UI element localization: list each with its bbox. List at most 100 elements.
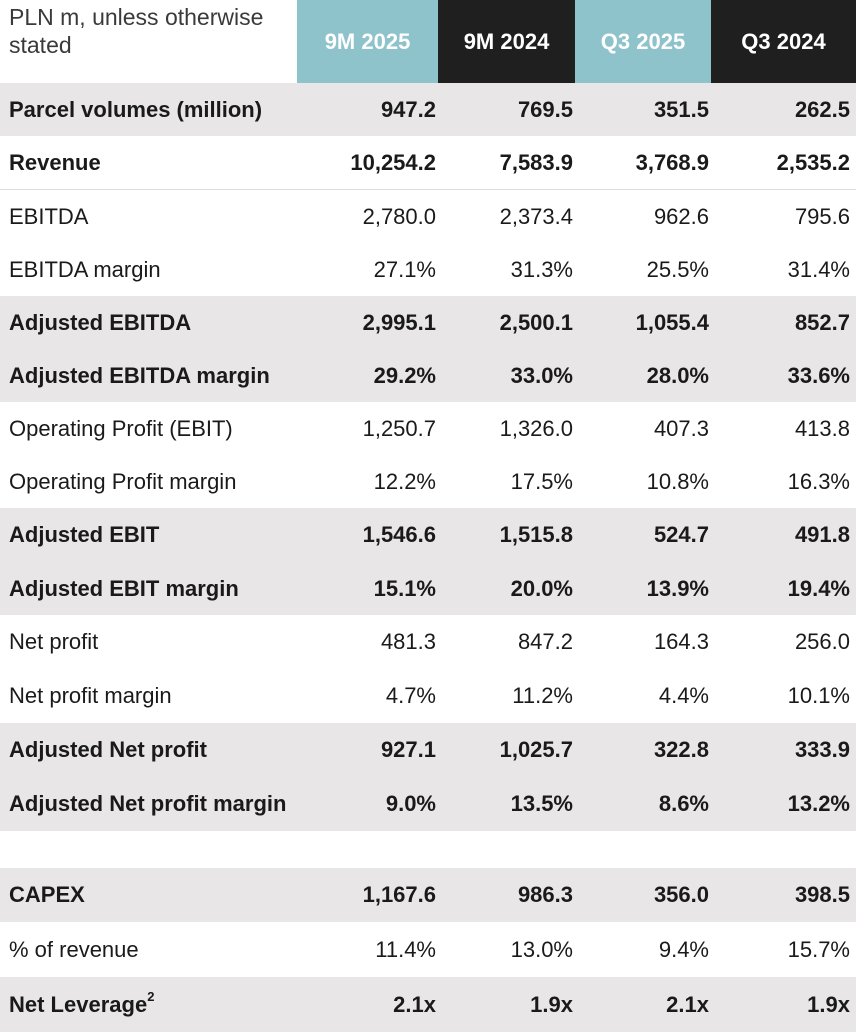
value-q3-2024: 2,535.2 (776, 149, 850, 175)
row-adjusted-net-profit: Adjusted Net profit 927.1 1,025.7 322.8 … (0, 723, 856, 777)
value-q3-2025: 4.4% (658, 683, 709, 708)
value-9m-2025: 1,167.6 (362, 882, 436, 907)
value-q3-2024: 10.1% (787, 683, 850, 708)
row-label: Adjusted Net profit (9, 737, 207, 762)
value-9m-2024: 986.3 (517, 882, 573, 907)
column-header-9m-2025: 9M 2025 (297, 0, 438, 83)
row-label: Net Leverage2 (0, 992, 297, 1018)
value-q3-2025: 1,055.4 (635, 309, 709, 335)
value-q3-2025: 13.9% (646, 575, 709, 601)
value-9m-2025: 9.0% (385, 791, 436, 816)
row-operating-profit: Operating Profit (EBIT) 1,250.7 1,326.0 … (0, 402, 856, 455)
value-9m-2024: 13.0% (510, 936, 573, 962)
value-9m-2024: 2,373.4 (499, 203, 573, 229)
value-9m-2024: 847.2 (517, 629, 573, 654)
row-label: Net profit (9, 629, 99, 654)
value-q3-2025: 322.8 (653, 737, 709, 762)
value-9m-2024: 33.0% (510, 362, 573, 388)
row-label: Net profit margin (9, 683, 172, 708)
value-9m-2025: 2,780.0 (362, 203, 436, 229)
row-label: Adjusted EBITDA margin (9, 362, 270, 388)
value-q3-2025: 407.3 (653, 415, 709, 441)
value-q3-2024: 491.8 (794, 522, 850, 547)
value-9m-2025: 1,546.6 (362, 522, 436, 547)
value-9m-2024: 13.5% (510, 791, 573, 816)
value-9m-2024: 1.9x (530, 991, 573, 1017)
value-q3-2024: 19.4% (787, 575, 850, 601)
value-9m-2025: 2.1x (393, 991, 436, 1017)
value-9m-2025: 1,250.7 (362, 415, 436, 441)
value-9m-2025: 12.2% (373, 468, 436, 494)
value-9m-2024: 11.2% (512, 683, 573, 708)
value-q3-2025: 28.0% (646, 362, 709, 388)
value-q3-2025: 356.0 (653, 882, 709, 907)
value-9m-2025: 947.2 (380, 96, 436, 122)
value-q3-2024: 1.9x (807, 991, 850, 1017)
row-adjusted-ebitda: Adjusted EBITDA 2,995.1 2,500.1 1,055.4 … (0, 296, 856, 349)
column-header-q3-2024: Q3 2024 (711, 0, 856, 83)
value-q3-2025: 2.1x (666, 991, 709, 1017)
value-q3-2025: 164.3 (653, 629, 709, 654)
value-q3-2024: 33.6% (787, 362, 850, 388)
row-divider (0, 189, 856, 190)
value-q3-2025: 10.8% (646, 468, 709, 494)
value-q3-2024: 852.7 (794, 309, 850, 335)
footnote-marker: 2 (147, 991, 155, 1005)
value-q3-2024: 795.6 (794, 203, 850, 229)
row-label-text: Net Leverage (9, 991, 148, 1017)
row-label: Adjusted Net profit margin (9, 791, 287, 816)
value-9m-2025: 4.7% (385, 683, 436, 708)
row-ebitda: EBITDA 2,780.0 2,373.4 962.6 795.6 (0, 190, 856, 243)
column-header-q3-2025: Q3 2025 (575, 0, 711, 83)
row-parcel-volumes: Parcel volumes (million) 947.2 769.5 351… (0, 83, 856, 136)
value-q3-2024: 333.9 (794, 737, 850, 762)
value-q3-2024: 256.0 (794, 629, 850, 654)
value-q3-2024: 16.3% (787, 468, 850, 494)
value-q3-2024: 13.2% (787, 791, 850, 816)
value-q3-2024: 262.5 (794, 96, 850, 122)
value-q3-2025: 351.5 (653, 96, 709, 122)
table-header: PLN m, unless otherwise stated 9M 2025 9… (0, 0, 856, 83)
value-q3-2025: 9.4% (658, 936, 709, 962)
value-9m-2025: 29.2% (373, 362, 436, 388)
value-9m-2024: 20.0% (510, 575, 573, 601)
row-label: EBITDA margin (9, 256, 161, 282)
value-q3-2025: 25.5% (646, 256, 709, 282)
value-9m-2025: 15.1% (373, 575, 436, 601)
value-9m-2024: 1,326.0 (499, 415, 573, 441)
row-revenue: Revenue 10,254.2 7,583.9 3,768.9 2,535.2 (0, 136, 856, 189)
value-9m-2024: 769.5 (517, 96, 573, 122)
row-net-profit-margin: Net profit margin 4.7% 11.2% 4.4% 10.1% (0, 669, 856, 723)
row-capex: CAPEX 1,167.6 986.3 356.0 398.5 (0, 868, 856, 922)
value-9m-2025: 11.4% (375, 936, 436, 962)
value-9m-2024: 1,515.8 (499, 522, 573, 547)
value-q3-2025: 8.6% (658, 791, 709, 816)
row-percent-of-revenue: % of revenue 11.4% 13.0% 9.4% 15.7% (0, 922, 856, 977)
column-header-9m-2024: 9M 2024 (438, 0, 575, 83)
row-adjusted-ebit-margin: Adjusted EBIT margin 15.1% 20.0% 13.9% 1… (0, 562, 856, 615)
value-q3-2024: 15.7% (787, 936, 850, 962)
row-adjusted-ebit: Adjusted EBIT 1,546.6 1,515.8 524.7 491.… (0, 508, 856, 562)
row-label: Operating Profit margin (9, 468, 237, 494)
row-adjusted-ebitda-margin: Adjusted EBITDA margin 29.2% 33.0% 28.0%… (0, 349, 856, 402)
row-adjusted-net-profit-margin: Adjusted Net profit margin 9.0% 13.5% 8.… (0, 777, 856, 831)
row-label: Operating Profit (EBIT) (9, 415, 233, 441)
row-net-profit: Net profit 481.3 847.2 164.3 256.0 (0, 615, 856, 669)
value-9m-2024: 17.5% (510, 468, 573, 494)
row-label: Parcel volumes (million) (9, 96, 263, 122)
value-9m-2024: 7,583.9 (499, 149, 573, 175)
value-q3-2024: 31.4% (787, 256, 850, 282)
value-q3-2024: 398.5 (794, 882, 850, 907)
row-ebitda-margin: EBITDA margin 27.1% 31.3% 25.5% 31.4% (0, 243, 856, 296)
value-q3-2025: 3,768.9 (635, 149, 709, 175)
value-9m-2024: 31.3% (510, 256, 573, 282)
row-net-leverage: Net Leverage2 2.1x 1.9x 2.1x 1.9x (0, 977, 856, 1032)
value-9m-2025: 27.1% (373, 256, 436, 282)
row-label: CAPEX (9, 882, 85, 907)
value-q3-2025: 962.6 (653, 203, 709, 229)
row-label: EBITDA (9, 203, 89, 229)
unit-label: PLN m, unless otherwise stated (0, 0, 297, 83)
value-9m-2025: 10,254.2 (350, 149, 436, 175)
value-q3-2024: 413.8 (794, 415, 850, 441)
